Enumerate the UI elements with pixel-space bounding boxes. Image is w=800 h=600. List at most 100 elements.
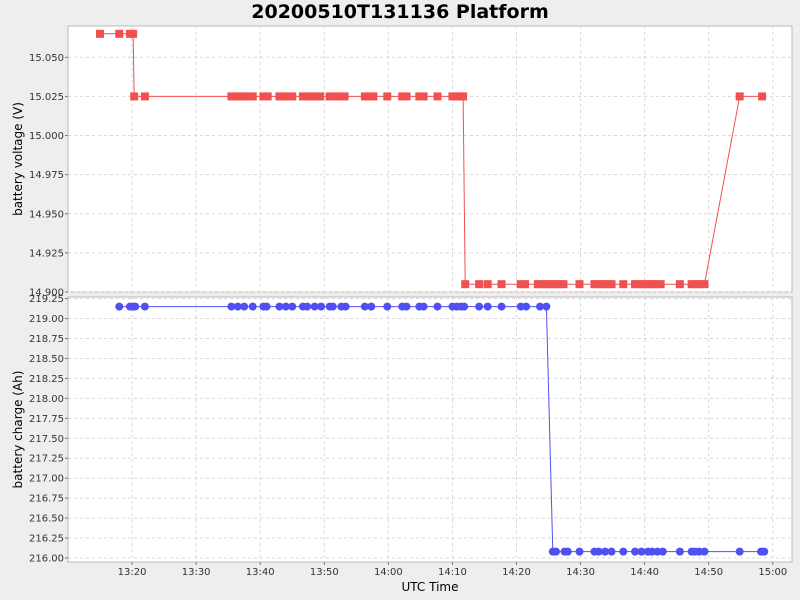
- data-point: [129, 29, 138, 38]
- data-point: [262, 302, 271, 311]
- data-point: [758, 92, 767, 101]
- data-point: [307, 92, 316, 101]
- data-point: [594, 547, 603, 556]
- data-point: [598, 280, 607, 289]
- charge-panel: 216.00 216.25 216.50 216.75 217.00 217.25 217.…: [11, 294, 793, 565]
- y-tick-label: 216.00: [29, 554, 64, 565]
- data-point: [675, 280, 684, 289]
- y-tick-label: 218.25: [29, 374, 64, 385]
- data-point: [317, 302, 326, 311]
- y-tick-label: 219.00: [29, 314, 64, 325]
- data-point: [643, 280, 652, 289]
- y-tick-label: 218.75: [29, 334, 64, 345]
- x-tick-label: 14:30: [566, 567, 595, 578]
- y-axis-label: battery voltage (V): [11, 102, 25, 216]
- y-tick-label: 14.950: [29, 209, 64, 220]
- data-point: [279, 92, 288, 101]
- data-point: [433, 302, 442, 311]
- y-tick-label: 15.000: [29, 131, 64, 142]
- data-point: [140, 302, 149, 311]
- data-point: [461, 280, 470, 289]
- data-point: [542, 280, 551, 289]
- data-point: [140, 92, 149, 101]
- data-point: [329, 92, 338, 101]
- x-tick-label: 15:00: [758, 567, 787, 578]
- x-tick-label: 14:40: [630, 567, 659, 578]
- data-point: [263, 92, 272, 101]
- data-point: [575, 280, 584, 289]
- data-point: [360, 302, 369, 311]
- data-point: [311, 92, 320, 101]
- data-point: [635, 280, 644, 289]
- data-point: [96, 29, 105, 38]
- data-point: [552, 547, 561, 556]
- data-point: [233, 302, 242, 311]
- data-point: [383, 302, 392, 311]
- data-point: [131, 302, 140, 311]
- data-point: [341, 302, 350, 311]
- data-point: [675, 547, 684, 556]
- y-tick-label: 217.00: [29, 474, 64, 485]
- x-tick-label: 13:20: [118, 567, 147, 578]
- data-point: [533, 280, 542, 289]
- y-tick-label: 216.50: [29, 514, 64, 525]
- data-point: [483, 280, 492, 289]
- data-point: [700, 547, 709, 556]
- y-tick-label: 14.975: [29, 170, 64, 181]
- data-point: [275, 92, 284, 101]
- y-tick-label: 15.050: [29, 53, 64, 64]
- y-tick-label: 218.00: [29, 394, 64, 405]
- data-point: [648, 280, 657, 289]
- x-tick-label: 13:30: [182, 567, 211, 578]
- data-point: [360, 92, 369, 101]
- data-point: [631, 280, 640, 289]
- data-point: [607, 280, 616, 289]
- data-point: [656, 280, 665, 289]
- data-point: [281, 302, 290, 311]
- data-point: [310, 302, 319, 311]
- data-point: [402, 92, 411, 101]
- data-point: [383, 92, 392, 101]
- data-point: [248, 92, 257, 101]
- data-point: [231, 92, 240, 101]
- data-point: [700, 280, 709, 289]
- data-point: [637, 547, 646, 556]
- data-point: [687, 280, 696, 289]
- data-point: [475, 280, 484, 289]
- data-point: [288, 92, 297, 101]
- chart-title: 20200510T131136 Platform: [251, 1, 549, 23]
- data-point: [555, 280, 564, 289]
- data-point: [550, 280, 559, 289]
- x-tick-label: 13:50: [310, 567, 339, 578]
- data-point: [325, 92, 334, 101]
- data-point: [369, 92, 378, 101]
- data-point: [240, 92, 249, 101]
- data-point: [497, 280, 506, 289]
- data-point: [303, 92, 312, 101]
- data-point: [658, 547, 667, 556]
- data-point: [522, 302, 531, 311]
- data-point: [452, 92, 461, 101]
- voltage-panel: 14.900 14.925 14.950 14.975 15.000 15.025 15.0…: [11, 25, 793, 299]
- data-point: [244, 92, 253, 101]
- y-tick-label: 217.75: [29, 414, 64, 425]
- y-tick-label: 219.25: [29, 294, 64, 305]
- data-point: [603, 280, 612, 289]
- data-point: [415, 92, 424, 101]
- data-point: [398, 92, 407, 101]
- data-point: [590, 280, 599, 289]
- data-point: [448, 92, 457, 101]
- data-point: [735, 92, 744, 101]
- data-point: [235, 92, 244, 101]
- y-tick-label: 216.75: [29, 494, 64, 505]
- data-point: [275, 302, 284, 311]
- y-tick-label: 14.900: [29, 288, 64, 299]
- data-point: [619, 280, 628, 289]
- plot-background: [67, 296, 793, 563]
- data-point: [538, 280, 547, 289]
- data-point: [559, 280, 568, 289]
- data-point: [259, 92, 268, 101]
- y-tick-label: 14.925: [29, 248, 64, 259]
- data-point: [459, 92, 468, 101]
- data-point: [367, 302, 376, 311]
